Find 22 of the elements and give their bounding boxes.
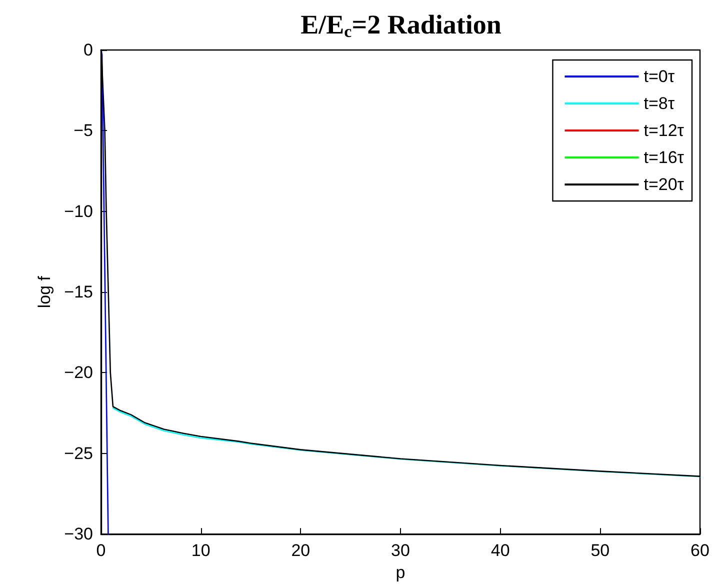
y-tick-label: −10 bbox=[64, 202, 93, 221]
line-series bbox=[112, 408, 701, 478]
legend-label: t=20τ bbox=[644, 175, 684, 194]
x-tick-label: 40 bbox=[490, 541, 510, 560]
y-tick-label: −15 bbox=[64, 282, 93, 302]
y-tick-label: −5 bbox=[74, 121, 93, 140]
legend-label: t=0τ bbox=[644, 67, 675, 86]
y-tick-label: −20 bbox=[64, 363, 93, 382]
legend-label: t=8τ bbox=[644, 94, 675, 113]
x-tick-label: 10 bbox=[191, 541, 210, 560]
x-tick-label: 60 bbox=[690, 541, 710, 560]
legend-label: t=12τ bbox=[644, 121, 684, 140]
x-tick-label: 50 bbox=[590, 541, 610, 560]
y-tick-label: −25 bbox=[64, 444, 93, 463]
x-tick-label: 20 bbox=[291, 541, 310, 560]
x-tick-label: 30 bbox=[391, 541, 410, 560]
x-axis-title: p bbox=[396, 563, 406, 582]
y-tick-label: 0 bbox=[84, 40, 93, 60]
legend-label: t=16τ bbox=[644, 148, 684, 167]
y-tick-label: −30 bbox=[64, 524, 93, 544]
x-tick-label: 0 bbox=[96, 541, 106, 560]
y-axis-title: log f bbox=[35, 276, 54, 308]
